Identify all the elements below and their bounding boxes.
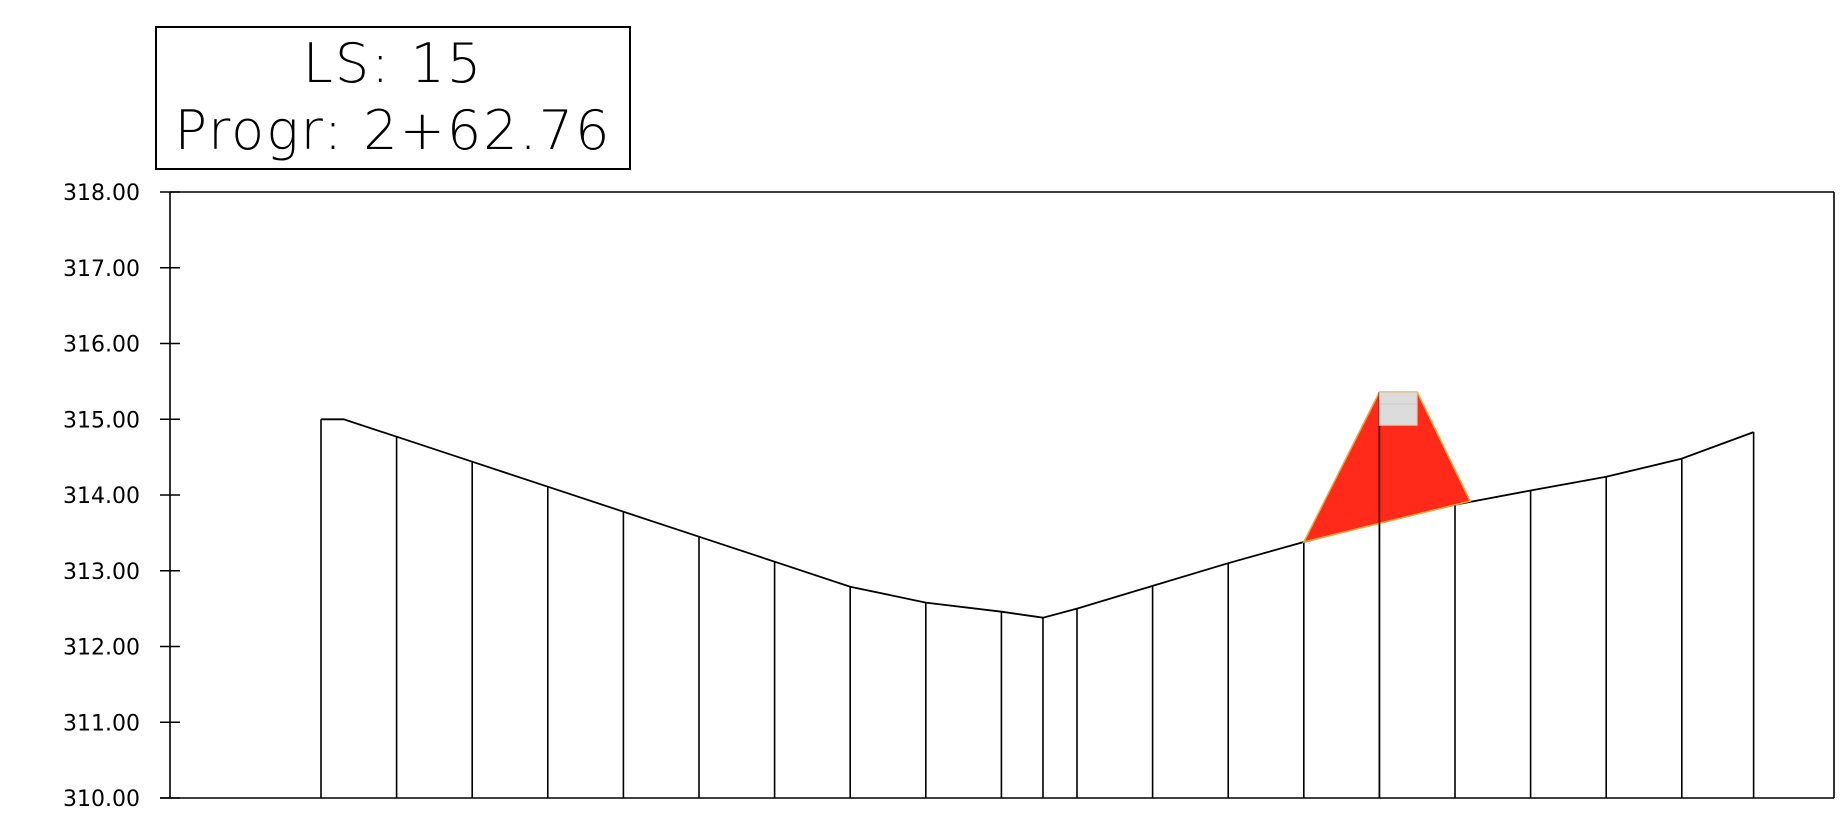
y-tick-label: 311.00 (63, 711, 140, 736)
section-progressive-label: Progr: 2+62.76 (174, 99, 612, 162)
y-axis: 310.00 311.00 312.00 313.00 314.00 315.00 316.… (63, 181, 1835, 812)
ground-profile (320, 418, 1755, 798)
y-tick-label: 316.00 (63, 333, 140, 358)
y-tick-label: 310.00 (63, 787, 140, 812)
y-tick-label: 317.00 (63, 257, 140, 282)
y-tick-label: 315.00 (63, 408, 140, 433)
ground-line (321, 418, 1754, 619)
y-tick-label: 314.00 (63, 484, 140, 509)
y-tick-label: 313.00 (63, 560, 140, 585)
y-tick-label: 318.00 (63, 181, 140, 206)
road-pavement (1378, 391, 1418, 426)
section-ls-label: LS: 15 (302, 32, 484, 95)
section-label-box: LS: 15 Progr: 2+62.76 (155, 26, 631, 170)
y-tick-label: 312.00 (63, 636, 140, 661)
fill-area (1302, 391, 1472, 798)
